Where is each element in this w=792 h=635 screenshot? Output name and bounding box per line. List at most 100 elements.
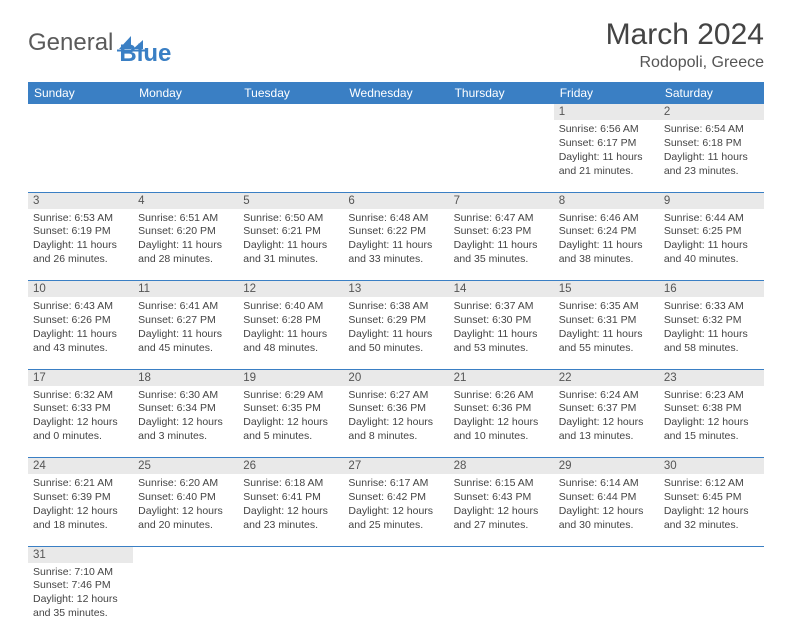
sunset-text: Sunset: 6:20 PM xyxy=(138,225,233,239)
day-cell xyxy=(28,120,133,192)
day-cell xyxy=(343,563,448,635)
day2-text: and 15 minutes. xyxy=(664,430,759,444)
day-detail-row: Sunrise: 6:56 AMSunset: 6:17 PMDaylight:… xyxy=(28,120,764,192)
day2-text: and 26 minutes. xyxy=(33,253,128,267)
day1-text: Daylight: 11 hours xyxy=(559,328,654,342)
day1-text: Daylight: 11 hours xyxy=(138,239,233,253)
day1-text: Daylight: 12 hours xyxy=(33,505,128,519)
logo-blue: Blue xyxy=(119,40,171,67)
daynum-row: 24252627282930 xyxy=(28,458,764,475)
day-cell: Sunrise: 6:53 AMSunset: 6:19 PMDaylight:… xyxy=(28,209,133,281)
day-detail-row: Sunrise: 6:53 AMSunset: 6:19 PMDaylight:… xyxy=(28,209,764,281)
day2-text: and 32 minutes. xyxy=(664,519,759,533)
day-number: 12 xyxy=(238,281,343,298)
sunset-text: Sunset: 6:26 PM xyxy=(33,314,128,328)
day2-text: and 3 minutes. xyxy=(138,430,233,444)
weekday-header-row: Sunday Monday Tuesday Wednesday Thursday… xyxy=(28,82,764,104)
sunset-text: Sunset: 6:34 PM xyxy=(138,402,233,416)
header: General Blue March 2024 Rodopoli, Greece xyxy=(28,18,764,72)
sunrise-text: Sunrise: 6:21 AM xyxy=(33,477,128,491)
day2-text: and 30 minutes. xyxy=(559,519,654,533)
day2-text: and 25 minutes. xyxy=(348,519,443,533)
sunset-text: Sunset: 6:28 PM xyxy=(243,314,338,328)
day-number: 24 xyxy=(28,458,133,475)
day-number: 31 xyxy=(28,546,133,563)
day-cell: Sunrise: 6:43 AMSunset: 6:26 PMDaylight:… xyxy=(28,297,133,369)
day-number: 10 xyxy=(28,281,133,298)
day-cell: Sunrise: 7:10 AMSunset: 7:46 PMDaylight:… xyxy=(28,563,133,635)
day-cell: Sunrise: 6:18 AMSunset: 6:41 PMDaylight:… xyxy=(238,474,343,546)
day2-text: and 40 minutes. xyxy=(664,253,759,267)
day-number: 16 xyxy=(659,281,764,298)
day-cell xyxy=(238,563,343,635)
sunrise-text: Sunrise: 6:43 AM xyxy=(33,300,128,314)
sunset-text: Sunset: 6:31 PM xyxy=(559,314,654,328)
sunrise-text: Sunrise: 6:46 AM xyxy=(559,212,654,226)
sunrise-text: Sunrise: 6:41 AM xyxy=(138,300,233,314)
day-number: 25 xyxy=(133,458,238,475)
day2-text: and 50 minutes. xyxy=(348,342,443,356)
day2-text: and 23 minutes. xyxy=(664,165,759,179)
day2-text: and 58 minutes. xyxy=(664,342,759,356)
sunrise-text: Sunrise: 6:29 AM xyxy=(243,389,338,403)
sunset-text: Sunset: 6:38 PM xyxy=(664,402,759,416)
day-cell: Sunrise: 6:41 AMSunset: 6:27 PMDaylight:… xyxy=(133,297,238,369)
day1-text: Daylight: 12 hours xyxy=(138,505,233,519)
day2-text: and 13 minutes. xyxy=(559,430,654,444)
day-detail-row: Sunrise: 6:43 AMSunset: 6:26 PM Daylight:… xyxy=(28,297,764,369)
day1-text: Daylight: 12 hours xyxy=(559,416,654,430)
sunrise-text: Sunrise: 6:33 AM xyxy=(664,300,759,314)
sunset-text: Sunset: 6:29 PM xyxy=(348,314,443,328)
daynum-row: 31 xyxy=(28,546,764,563)
day-number: 6 xyxy=(343,192,448,209)
sunset-text: Sunset: 6:43 PM xyxy=(454,491,549,505)
day-number xyxy=(659,546,764,563)
day2-text: and 18 minutes. xyxy=(33,519,128,533)
weekday-sun: Sunday xyxy=(28,82,133,104)
day-number xyxy=(343,104,448,120)
sunrise-text: Sunrise: 6:32 AM xyxy=(33,389,128,403)
day1-text: Daylight: 12 hours xyxy=(559,505,654,519)
calendar-table: Sunday Monday Tuesday Wednesday Thursday… xyxy=(28,82,764,635)
sunset-text: Sunset: 7:46 PM xyxy=(33,579,128,593)
day-number xyxy=(238,104,343,120)
sunrise-text: Sunrise: 6:38 AM xyxy=(348,300,443,314)
sunrise-text: Sunrise: 6:12 AM xyxy=(664,477,759,491)
day-number: 8 xyxy=(554,192,659,209)
sunset-text: Sunset: 6:40 PM xyxy=(138,491,233,505)
day-cell: Sunrise: 6:54 AMSunset: 6:18 PMDaylight:… xyxy=(659,120,764,192)
sunset-text: Sunset: 6:35 PM xyxy=(243,402,338,416)
day-number xyxy=(133,546,238,563)
sunrise-text: Sunrise: 6:14 AM xyxy=(559,477,654,491)
day-number: 3 xyxy=(28,192,133,209)
sunset-text: Sunset: 6:42 PM xyxy=(348,491,443,505)
day1-text: Daylight: 11 hours xyxy=(243,239,338,253)
weekday-thu: Thursday xyxy=(449,82,554,104)
daynum-row: 3456789 xyxy=(28,192,764,209)
day1-text: Daylight: 12 hours xyxy=(33,416,128,430)
day2-text: and 35 minutes. xyxy=(454,253,549,267)
sunset-text: Sunset: 6:17 PM xyxy=(559,137,654,151)
sunset-text: Sunset: 6:39 PM xyxy=(33,491,128,505)
sunset-text: Sunset: 6:33 PM xyxy=(33,402,128,416)
title-block: March 2024 Rodopoli, Greece xyxy=(606,18,764,72)
day1-text: Daylight: 11 hours xyxy=(348,328,443,342)
day-number: 21 xyxy=(449,369,554,386)
day-number: 18 xyxy=(133,369,238,386)
day1-text: Daylight: 11 hours xyxy=(454,328,549,342)
sunset-text: Sunset: 6:27 PM xyxy=(138,314,233,328)
day2-text: and 8 minutes. xyxy=(348,430,443,444)
day-cell: Sunrise: 6:23 AMSunset: 6:38 PMDaylight:… xyxy=(659,386,764,458)
weekday-sat: Saturday xyxy=(659,82,764,104)
sunset-text: Sunset: 6:36 PM xyxy=(348,402,443,416)
day-cell: Sunrise: 6:35 AMSunset: 6:31 PMDaylight:… xyxy=(554,297,659,369)
sunset-text: Sunset: 6:30 PM xyxy=(454,314,549,328)
weekday-fri: Friday xyxy=(554,82,659,104)
day1-text: Daylight: 12 hours xyxy=(664,505,759,519)
day-number xyxy=(343,546,448,563)
sunrise-text: Sunrise: 6:44 AM xyxy=(664,212,759,226)
month-title: March 2024 xyxy=(606,18,764,52)
weekday-mon: Monday xyxy=(133,82,238,104)
day1-text: Daylight: 12 hours xyxy=(348,505,443,519)
sunrise-text: Sunrise: 6:15 AM xyxy=(454,477,549,491)
